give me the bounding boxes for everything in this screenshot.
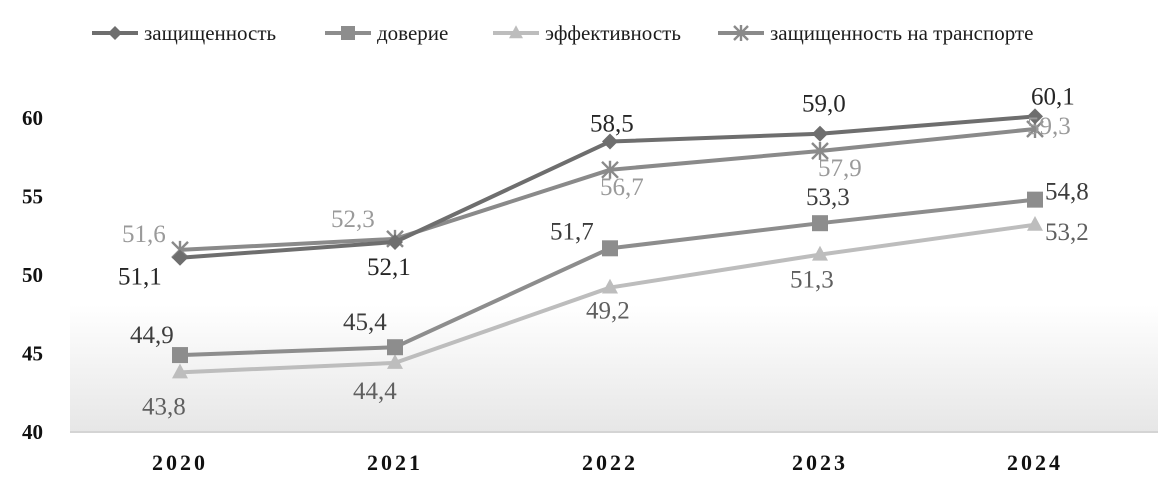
data-label: 53,2	[1045, 219, 1089, 246]
plot-area-background	[70, 95, 1158, 433]
x-tick-label: 2021	[367, 450, 423, 475]
data-point-marker	[387, 354, 403, 369]
data-point-marker	[602, 240, 618, 257]
data-point-marker	[1027, 215, 1043, 231]
data-point-marker	[602, 133, 618, 150]
legend-label: эффективность	[545, 21, 681, 45]
data-label: 53,3	[806, 184, 850, 211]
legend-marker	[108, 26, 122, 40]
y-tick-label: 45	[22, 342, 43, 366]
legend-label: доверие	[377, 21, 448, 45]
data-label: 51,3	[790, 267, 834, 294]
data-point-marker	[387, 339, 403, 356]
data-point-marker	[1027, 191, 1043, 208]
legend-marker	[509, 25, 523, 39]
data-label: 43,8	[142, 393, 186, 420]
data-label: 52,1	[367, 254, 411, 281]
data-point-marker	[387, 234, 403, 251]
data-label: 56,7	[600, 174, 644, 201]
series-3	[172, 215, 1043, 379]
data-label: 44,4	[353, 378, 397, 405]
data-point-marker	[1027, 108, 1043, 125]
data-point-marker	[812, 245, 828, 261]
legend-item: эффективность	[493, 21, 681, 45]
series-1	[172, 108, 1043, 266]
data-label: 54,8	[1045, 179, 1089, 206]
data-label: 49,2	[586, 298, 630, 325]
x-axis: 2020 2021 2022 2023 2024	[152, 450, 1063, 475]
x-tick-label: 2020	[152, 450, 208, 475]
data-point-marker	[812, 215, 828, 232]
data-point-marker	[602, 278, 618, 294]
x-tick-label: 2022	[582, 450, 638, 475]
data-label: 59,0	[802, 91, 846, 118]
data-labels: 51,1 52,1 58,5 59,0 60,1 44,9 45,4 51,7 53,3 54,8…	[118, 83, 1089, 420]
legend-marker	[341, 26, 355, 40]
y-axis: 40 45 50 55 60	[22, 106, 43, 444]
legend-item: защищенность на транспорте	[718, 21, 1033, 45]
x-tick-label: 2024	[1007, 450, 1063, 475]
data-label: 51,7	[550, 218, 594, 245]
data-point-marker	[812, 125, 828, 142]
data-point-marker	[601, 160, 619, 179]
y-tick-label: 50	[22, 263, 43, 287]
legend-label: защищенность на транспорте	[770, 21, 1033, 45]
data-label: 52,3	[331, 206, 375, 233]
data-label: 59,3	[1027, 113, 1071, 140]
data-label: 57,9	[818, 155, 862, 182]
legend-marker	[733, 25, 749, 41]
data-point-marker	[172, 363, 188, 379]
data-label: 51,1	[118, 264, 162, 291]
legend: защищенность доверие эффективность защищенн…	[92, 21, 1033, 45]
data-label: 51,6	[122, 221, 166, 248]
y-tick-label: 60	[22, 106, 43, 130]
data-label: 58,5	[590, 111, 634, 138]
data-label: 60,1	[1031, 83, 1075, 110]
data-point-marker	[172, 249, 188, 266]
x-tick-label: 2023	[792, 450, 848, 475]
data-point-marker	[172, 347, 188, 364]
data-point-marker	[811, 141, 829, 160]
data-label: 44,9	[130, 322, 174, 349]
legend-item: защищенность	[92, 21, 276, 45]
series-layer	[171, 108, 1044, 379]
data-label: 45,4	[343, 309, 387, 336]
series-2	[172, 191, 1043, 364]
legend-item: доверие	[325, 21, 448, 45]
y-tick-label: 55	[22, 185, 43, 209]
y-tick-label: 40	[22, 420, 43, 444]
legend-label: защищенность	[144, 21, 276, 45]
